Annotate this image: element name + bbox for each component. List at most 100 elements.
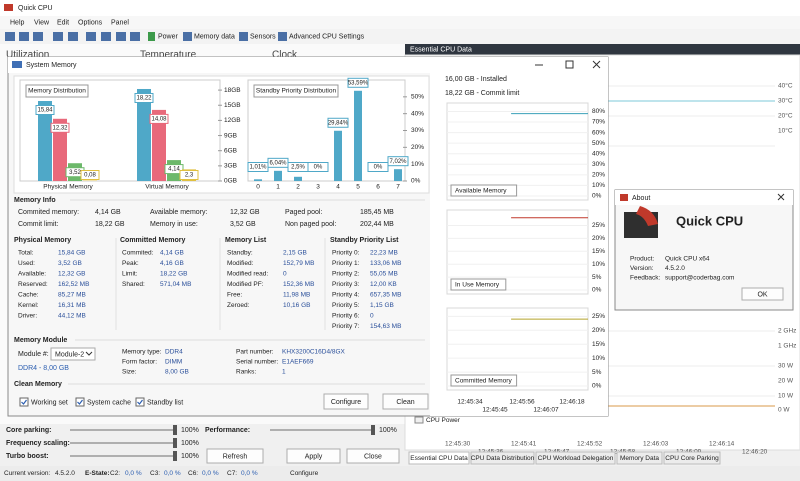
- time-label: 12:46:03: [643, 441, 669, 448]
- button-label[interactable]: OK: [757, 291, 767, 298]
- button-label[interactable]: Configure: [331, 399, 361, 406]
- info-label: Available memory:: [150, 209, 208, 216]
- checkbox[interactable]: [75, 397, 85, 407]
- y-tick-label: 0%: [592, 287, 602, 294]
- logo-mark: [636, 206, 658, 226]
- tab[interactable]: [408, 451, 470, 465]
- tab-label[interactable]: CPU Core Parking: [665, 455, 719, 462]
- toolbar-item[interactable]: Sensors: [250, 33, 276, 40]
- axis-label: 2 GHz: [778, 328, 796, 335]
- toolbar-item[interactable]: Advanced CPU Settings: [289, 33, 365, 40]
- checkbox-label[interactable]: System cache: [87, 399, 131, 406]
- tab-label[interactable]: CPU Data Distribution: [471, 455, 535, 462]
- menu-item[interactable]: Options: [78, 19, 103, 26]
- tab-label[interactable]: Essential CPU Data: [410, 455, 468, 462]
- tab[interactable]: [616, 451, 663, 465]
- spec-label: Size:: [122, 369, 137, 376]
- list-value: 16,31 MB: [58, 302, 86, 309]
- value-label-box: [387, 156, 409, 167]
- legend-swatch: [414, 416, 424, 424]
- status-text[interactable]: Configure: [290, 470, 319, 477]
- tab[interactable]: [535, 451, 616, 465]
- button-label[interactable]: Apply: [305, 453, 323, 460]
- close-button[interactable]: [592, 60, 601, 69]
- button[interactable]: [741, 287, 784, 301]
- button-label[interactable]: Clean: [396, 399, 414, 406]
- value-label-box: [134, 92, 154, 103]
- info-label: Memory in use:: [150, 221, 198, 228]
- status-text: 4.5.2.0: [55, 470, 75, 477]
- menu-item[interactable]: Panel: [111, 19, 129, 26]
- list-value: 162,52 MB: [58, 281, 89, 288]
- value-label-box: [367, 162, 389, 172]
- dropdown[interactable]: [50, 347, 96, 361]
- toolbar-icons: [5, 32, 287, 41]
- axis-label: 30 W: [778, 363, 794, 370]
- maximize-button[interactable]: [565, 60, 574, 69]
- menu-item[interactable]: Edit: [57, 19, 69, 26]
- list-label: Priority 2:: [332, 271, 360, 278]
- checkbox-label[interactable]: Standby list: [147, 399, 183, 406]
- spec-label: Serial number:: [236, 359, 278, 366]
- button-label[interactable]: Close: [364, 453, 382, 460]
- button-label[interactable]: Refresh: [223, 453, 248, 460]
- info-value: 185,45 MB: [360, 209, 394, 216]
- slider-thumb[interactable]: [173, 438, 177, 448]
- button[interactable]: [382, 393, 429, 410]
- tab[interactable]: [663, 451, 721, 465]
- spec-label: Part number:: [236, 349, 274, 356]
- slider-thumb[interactable]: [173, 425, 177, 435]
- slider-thumb[interactable]: [173, 451, 177, 461]
- button[interactable]: [206, 448, 264, 464]
- menu-bar: [0, 16, 800, 29]
- section-title: Clean Memory: [14, 381, 62, 388]
- axis-label: 10 W: [778, 393, 794, 400]
- x-tick-label: 1: [276, 184, 280, 191]
- check-mark[interactable]: [21, 399, 27, 405]
- dropdown-arrow[interactable]: [85, 351, 93, 356]
- check-mark[interactable]: [137, 399, 143, 405]
- slider-thumb[interactable]: [371, 425, 375, 435]
- chart-title-box: [450, 278, 507, 291]
- x-tick-label: 6: [376, 184, 380, 191]
- y-tick-label: 6GB: [224, 147, 237, 154]
- value-label: 53,59%: [348, 80, 369, 86]
- button[interactable]: [346, 448, 400, 464]
- list-label: Priority 0:: [332, 250, 360, 257]
- value-label-box: [307, 162, 329, 172]
- bar: [274, 170, 282, 181]
- menu-item[interactable]: Help: [10, 19, 25, 26]
- chart-title-box: [25, 84, 89, 98]
- list-label: Driver:: [18, 313, 37, 320]
- checkbox[interactable]: [19, 397, 29, 407]
- button[interactable]: [286, 448, 341, 464]
- dropdown-value[interactable]: Module-2: [55, 351, 84, 358]
- toolbar-item[interactable]: Memory data: [194, 33, 235, 40]
- list-label: Standby:: [227, 250, 253, 257]
- check-mark[interactable]: [77, 399, 83, 405]
- tab[interactable]: [470, 451, 535, 465]
- list-label: Used:: [18, 260, 35, 267]
- button[interactable]: [323, 393, 369, 410]
- bar: [137, 88, 151, 181]
- slider-label: Turbo boost:: [6, 453, 49, 460]
- y-tick-label: 60%: [592, 129, 605, 136]
- menu-item[interactable]: View: [34, 19, 50, 26]
- toolbar-item[interactable]: Power: [158, 33, 179, 40]
- list-label: Priority 1:: [332, 260, 360, 267]
- panel-title: Clock: [272, 50, 298, 61]
- list-label: Priority 7:: [332, 323, 360, 330]
- legend-label: CPU Power: [426, 417, 461, 424]
- checkbox[interactable]: [135, 397, 145, 407]
- checkbox-label[interactable]: Working set: [31, 399, 68, 406]
- panel-title: Utilization: [6, 50, 49, 61]
- axis-label: 30°C: [778, 97, 793, 105]
- tab-label[interactable]: Memory Data: [620, 455, 659, 462]
- x-tick-label: 7: [396, 184, 400, 191]
- tab-label[interactable]: CPU Workload Delegation: [538, 455, 614, 462]
- value-label: 6,04%: [269, 160, 287, 166]
- close-button[interactable]: [777, 193, 785, 201]
- status-text: C6:: [188, 470, 198, 477]
- field-value: 4.5.2.0: [665, 265, 685, 272]
- x-tick-label: Physical Memory: [43, 184, 93, 191]
